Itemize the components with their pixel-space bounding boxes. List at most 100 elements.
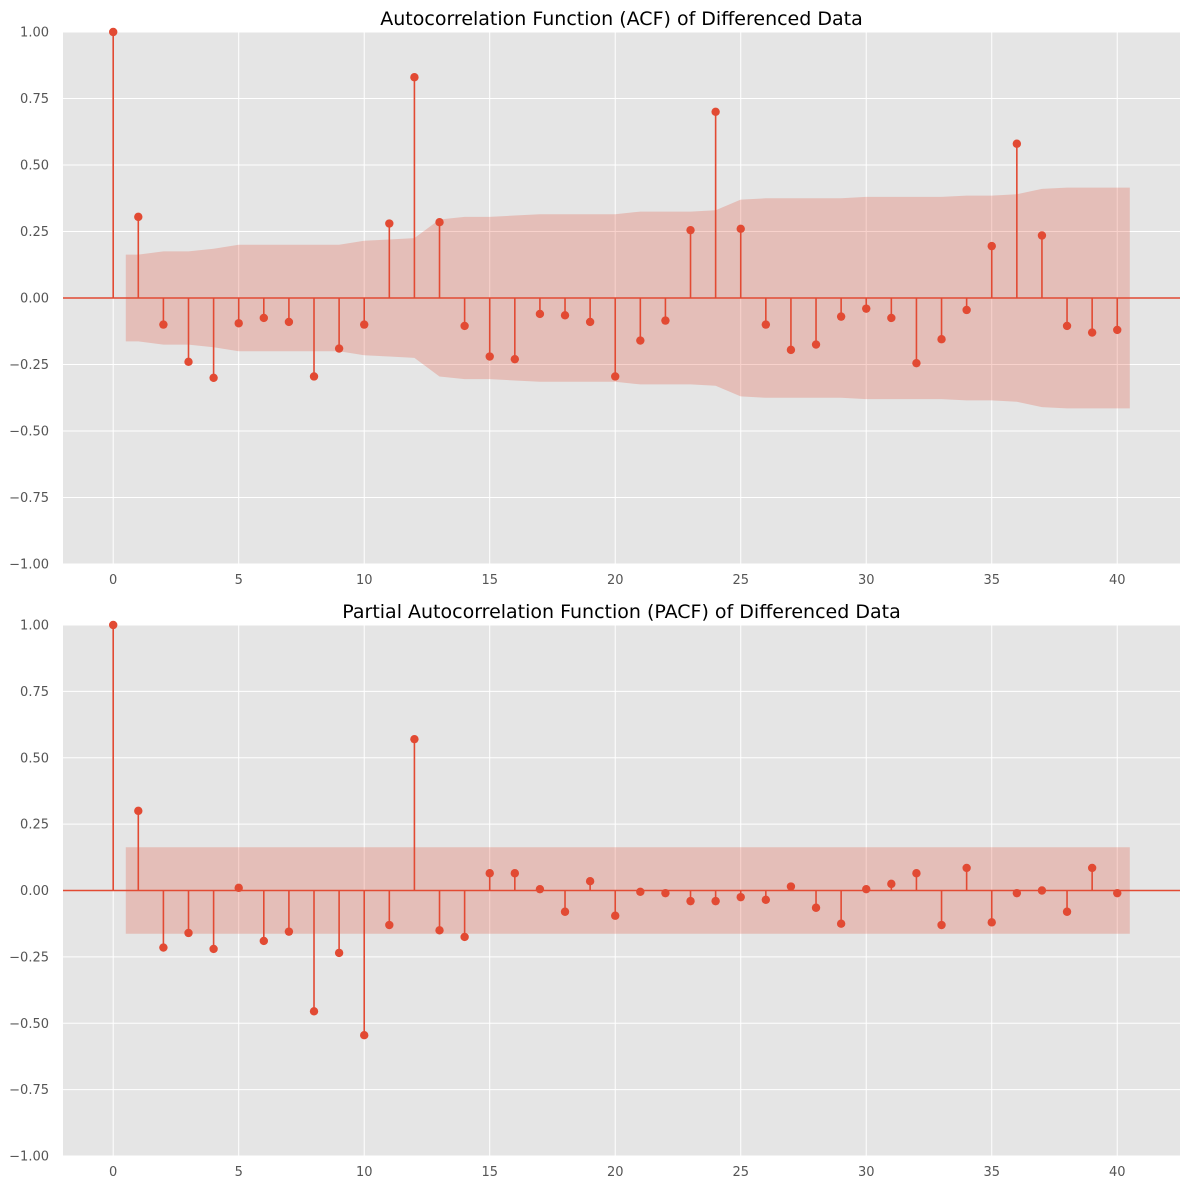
acf-x-tick-label: 40: [1109, 573, 1126, 588]
pacf-x-tick-label: 30: [858, 1165, 875, 1180]
acf-point-lag-28: [811, 340, 821, 349]
pacf-point-lag-17: [535, 884, 545, 894]
pacf-point-lag-10: [360, 1030, 369, 1040]
acf-title: Autocorrelation Function (ACF) of Differ…: [380, 8, 862, 30]
acf-point-lag-14: [460, 321, 469, 331]
acf-point-lag-13: [435, 217, 444, 227]
acf-point-lag-16: [510, 354, 520, 364]
acf-point-lag-6: [259, 313, 269, 323]
pacf-y-tick-label: 0.75: [20, 685, 49, 700]
acf-y-ticks: −1.00 −0.75 −0.50 −0.25 0.00 0.25 0.50 0.75 1.00: [9, 26, 49, 573]
acf-point-lag-34: [962, 305, 971, 315]
acf-point-lag-15: [485, 352, 494, 361]
pacf-point-lag-16: [510, 869, 520, 878]
acf-y-tick-label: −0.75: [9, 491, 49, 506]
pacf-point-lag-34: [962, 863, 971, 873]
pacf-x-tick-label: 10: [356, 1165, 373, 1180]
acf-stems: [109, 27, 1122, 382]
acf-y-tick-label: 0.75: [20, 92, 49, 107]
acf-point-lag-29: [836, 312, 846, 321]
acf-y-tick-label: −0.25: [9, 358, 49, 373]
acf-point-lag-11: [385, 219, 394, 228]
pacf-point-lag-23: [686, 896, 695, 906]
acf-point-lag-8: [309, 372, 319, 381]
acf-point-lag-12: [410, 73, 419, 82]
acf-point-lag-10: [360, 320, 369, 329]
pacf-x-tick-label: 20: [607, 1165, 624, 1180]
acf-x-tick-label: 0: [109, 573, 117, 588]
pacf-point-lag-20: [611, 911, 620, 920]
pacf-point-lag-12: [410, 734, 419, 744]
acf-point-lag-26: [761, 320, 771, 329]
pacf-y-tick-label: 0.00: [20, 884, 49, 899]
pacf-x-tick-label: 5: [235, 1165, 243, 1180]
pacf-x-tick-label: 35: [983, 1165, 1000, 1180]
acf-point-lag-25: [736, 224, 745, 234]
acf-x-tick-label: 20: [607, 573, 624, 588]
pacf-point-lag-14: [460, 932, 469, 942]
acf-point-lag-5: [234, 319, 243, 328]
acf-point-lag-22: [661, 316, 670, 325]
pacf-point-lag-29: [836, 919, 846, 928]
acf-y-tick-label: 1.00: [20, 26, 49, 41]
pacf-y-ticks: −1.00 −0.75 −0.50 −0.25 0.00 0.25 0.50 0.75 1.00: [9, 619, 49, 1165]
acf-x-tick-label: 5: [235, 573, 243, 588]
acf-x-tick-label: 30: [858, 573, 875, 588]
pacf-point-lag-7: [284, 927, 294, 936]
acf-point-lag-40: [1113, 325, 1122, 335]
pacf-point-lag-1: [134, 806, 143, 816]
pacf-x-tick-label: 0: [109, 1165, 117, 1180]
acf-point-lag-1: [134, 212, 143, 222]
pacf-point-lag-24: [711, 896, 720, 906]
pacf-y-tick-label: 0.25: [20, 818, 49, 833]
acf-point-lag-3: [184, 357, 193, 367]
acf-point-lag-38: [1062, 321, 1072, 331]
pacf-point-lag-0: [109, 620, 118, 630]
pacf-point-lag-27: [786, 882, 796, 891]
acf-panel: 0 5 10 15 20 25 30 35 40 −1.00 −0.75 −0.50 −0.25 0.0…: [9, 8, 1180, 588]
pacf-point-lag-2: [159, 943, 168, 952]
acf-point-lag-24: [711, 107, 720, 117]
pacf-y-tick-label: −0.25: [9, 950, 49, 965]
pacf-point-lag-18: [560, 907, 570, 916]
acf-y-tick-label: 0.50: [20, 159, 49, 174]
acf-point-lag-21: [636, 336, 645, 345]
pacf-point-lag-3: [184, 928, 193, 938]
acf-point-lag-18: [560, 311, 570, 320]
acf-y-tick-label: 0.00: [20, 292, 49, 307]
pacf-point-lag-39: [1087, 863, 1097, 873]
pacf-y-tick-label: −0.75: [9, 1083, 49, 1098]
pacf-point-lag-38: [1062, 907, 1072, 916]
pacf-point-lag-33: [937, 920, 946, 930]
acf-y-tick-label: −0.50: [9, 425, 49, 440]
acf-point-lag-0: [109, 27, 118, 37]
pacf-point-lag-4: [209, 944, 218, 954]
pacf-point-lag-13: [435, 926, 444, 935]
pacf-point-lag-19: [585, 877, 595, 886]
pacf-point-lag-21: [636, 887, 645, 897]
acf-point-lag-20: [611, 372, 620, 381]
acf-point-lag-36: [1012, 139, 1022, 148]
pacf-point-lag-8: [309, 1007, 319, 1016]
pacf-x-ticks: 0 5 10 15 20 25 30 35 40: [109, 1165, 1125, 1180]
pacf-point-lag-15: [485, 869, 494, 878]
acf-point-lag-23: [686, 225, 695, 235]
acf-point-lag-9: [334, 344, 344, 353]
pacf-point-lag-6: [259, 936, 269, 946]
acf-x-tick-label: 35: [983, 573, 1000, 588]
pacf-point-lag-26: [761, 895, 771, 904]
acf-point-lag-17: [535, 309, 545, 319]
acf-x-tick-label: 15: [481, 573, 498, 588]
pacf-point-lag-31: [887, 879, 896, 889]
acf-point-lag-39: [1087, 328, 1097, 337]
acf-point-lag-32: [912, 358, 921, 368]
pacf-title: Partial Autocorrelation Function (PACF) …: [342, 601, 900, 623]
pacf-point-lag-32: [912, 869, 921, 878]
acf-x-tick-label: 10: [356, 573, 373, 588]
pacf-y-tick-label: −1.00: [9, 1150, 49, 1165]
acf-point-lag-19: [585, 317, 595, 327]
acf-y-tick-label: 0.25: [20, 225, 49, 240]
acf-point-lag-33: [937, 335, 946, 344]
pacf-y-tick-label: 1.00: [20, 619, 49, 634]
